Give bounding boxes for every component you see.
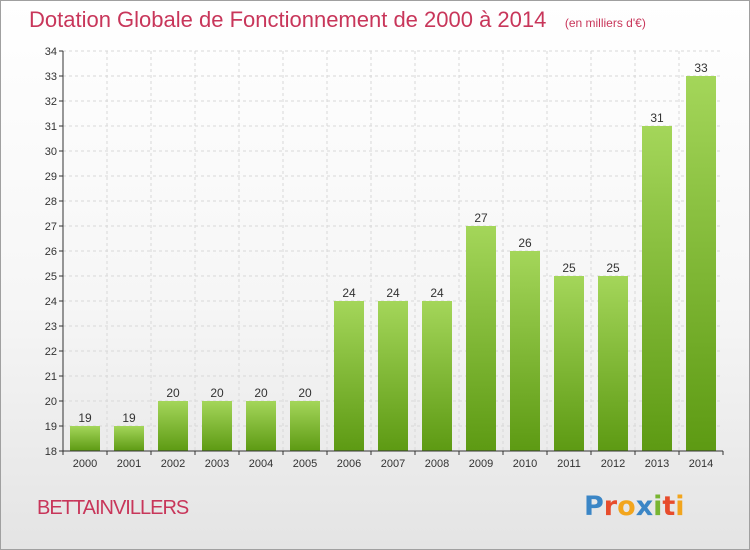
- data-label: 31: [650, 111, 664, 125]
- data-labels: 19 19 20 20 20 20 24 24 24 27 26 25 25 31 33: [78, 61, 708, 425]
- data-label: 20: [298, 386, 312, 400]
- chart-header: Dotation Globale de Fonctionnement de 20…: [29, 7, 646, 33]
- data-label: 24: [430, 286, 444, 300]
- y-tick-label: 33: [45, 71, 57, 83]
- y-tick-label: 20: [45, 396, 57, 408]
- bar-2014: [686, 76, 716, 451]
- data-label: 25: [562, 261, 576, 275]
- x-tick-label: 2012: [601, 458, 625, 470]
- data-label: 24: [386, 286, 400, 300]
- y-tick-label: 29: [45, 171, 57, 183]
- y-tick-label: 24: [45, 296, 57, 308]
- y-tick-label: 34: [45, 46, 57, 58]
- y-tick-label: 21: [45, 371, 57, 383]
- y-tick-label: 31: [45, 121, 57, 133]
- x-tick-label: 2013: [645, 458, 669, 470]
- chart-unit: (en milliers d'€): [564, 16, 646, 30]
- x-tick-label: 2011: [557, 458, 581, 470]
- bar-2004: [246, 401, 276, 451]
- x-tick-label: 2008: [425, 458, 449, 470]
- data-label: 20: [210, 386, 224, 400]
- bar-2007: [378, 301, 408, 451]
- data-label: 33: [694, 61, 708, 75]
- logo-letter: i: [675, 491, 685, 522]
- y-tick-label: 19: [45, 421, 57, 433]
- axes: 18 19 20 21 22 23 24 25 26 27 28 29 30 31 32 33 34 2000 20…: [45, 46, 724, 470]
- bar-2002: [158, 401, 188, 451]
- y-tick-label: 27: [45, 221, 57, 233]
- data-label: 26: [518, 236, 532, 250]
- y-tick-label: 23: [45, 321, 57, 333]
- x-tick-label: 2003: [205, 458, 229, 470]
- data-label: 25: [606, 261, 620, 275]
- y-tick-label: 26: [45, 246, 57, 258]
- bar-2011: [554, 276, 584, 451]
- data-label: 24: [342, 286, 356, 300]
- x-tick-label: 2002: [161, 458, 185, 470]
- data-label: 19: [78, 411, 92, 425]
- logo-letter: x: [635, 491, 654, 522]
- bar-2009: [466, 226, 496, 451]
- y-tick-label: 32: [45, 96, 57, 108]
- x-tick-label: 2014: [689, 458, 713, 470]
- data-label: 20: [254, 386, 268, 400]
- x-tick-label: 2006: [337, 458, 361, 470]
- bar-2013: [642, 126, 672, 451]
- bar-2005: [290, 401, 320, 451]
- proxiti-logo[interactable]: Proxiti: [584, 491, 685, 522]
- x-tick-label: 2005: [293, 458, 317, 470]
- bars: [70, 76, 716, 451]
- y-tick-label: 22: [45, 346, 57, 358]
- bar-2006: [334, 301, 364, 451]
- y-tick-label: 28: [45, 196, 57, 208]
- data-label: 20: [166, 386, 180, 400]
- logo-letter: r: [603, 491, 618, 522]
- bar-2000: [70, 426, 100, 451]
- logo-letter: o: [617, 491, 636, 522]
- bar-2008: [422, 301, 452, 451]
- data-label: 19: [122, 411, 136, 425]
- bar-2001: [114, 426, 144, 451]
- x-tick-label: 2004: [249, 458, 273, 470]
- chart-title: Dotation Globale de Fonctionnement de 20…: [29, 7, 547, 32]
- y-tick-label: 25: [45, 271, 57, 283]
- data-label: 27: [474, 211, 488, 225]
- logo-letter: i: [653, 491, 663, 522]
- y-tick-label: 30: [45, 146, 57, 158]
- x-tick-label: 2009: [469, 458, 493, 470]
- bar-2010: [510, 251, 540, 451]
- x-tick-label: 2000: [73, 458, 97, 470]
- x-tick-label: 2010: [513, 458, 537, 470]
- logo-letter: t: [662, 491, 676, 522]
- y-tick-label: 18: [45, 446, 57, 458]
- bar-2003: [202, 401, 232, 451]
- bar-2012: [598, 276, 628, 451]
- x-tick-label: 2007: [381, 458, 405, 470]
- commune-name: BETTAINVILLERS: [37, 497, 189, 519]
- x-tick-label: 2001: [117, 458, 141, 470]
- logo-letter: P: [584, 491, 604, 522]
